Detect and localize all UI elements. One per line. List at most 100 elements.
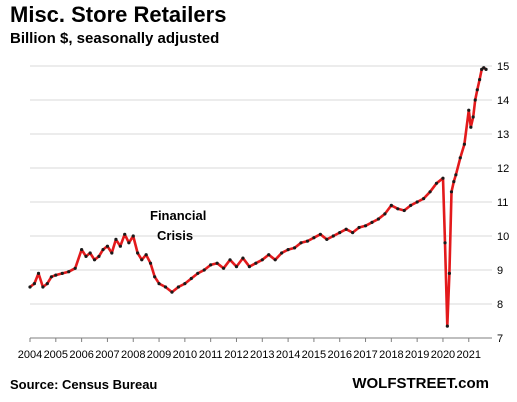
data-point [105,244,110,248]
data-point [305,239,310,243]
data-point [449,190,454,194]
annotation-line-2: Crisis [157,228,193,243]
x-tick-label: 2017 [353,349,377,361]
data-point [471,115,475,119]
x-tick-label: 2008 [121,349,145,361]
data-point [478,78,482,82]
data-point [88,251,92,255]
x-tick-label: 2020 [431,349,455,361]
data-point [209,263,213,267]
data-point [131,234,135,238]
data-point [318,232,322,236]
x-tick-label: 2018 [379,349,403,361]
data-point [484,67,488,71]
data-point [110,251,114,255]
data-point [299,241,303,245]
series-group [28,66,488,328]
data-point [280,251,284,255]
data-point [338,231,342,235]
data-point [32,282,36,286]
data-point [136,251,140,255]
data-point [101,248,105,252]
data-point [127,241,131,245]
y-tick-label: 12 [497,163,509,175]
data-point [415,200,419,204]
data-point [273,258,277,262]
data-point [41,285,45,289]
x-tick-label: 2009 [147,349,171,361]
data-point [221,266,226,270]
data-point [228,258,232,262]
source-note: Source: Census Bureau [10,377,158,392]
data-point [73,266,77,270]
x-tick-label: 2021 [457,349,481,361]
y-tick-label: 11 [497,197,508,209]
chart-title: Misc. Store Retailers [10,2,227,27]
data-point [312,236,316,240]
y-tick-label: 14 [497,95,509,107]
data-point [54,273,58,277]
data-point [176,285,181,289]
x-tick-label: 2010 [173,349,197,361]
data-point [163,285,168,289]
data-point [383,212,387,216]
data-point [234,265,239,269]
data-point [196,271,200,275]
annotation-line-1: Financial [150,208,206,223]
data-point [363,224,368,228]
data-point [260,258,264,262]
y-tick-label: 9 [497,265,503,277]
data-point [148,261,153,265]
data-point [254,261,258,265]
data-point [473,98,477,102]
data-point [452,180,456,184]
data-point [458,156,462,160]
data-point [454,173,458,177]
data-point [441,176,445,180]
data-point [215,261,219,265]
data-point [434,181,439,185]
x-tick-label: 2007 [95,349,119,361]
data-point [267,253,271,257]
x-tick-label: 2014 [276,349,300,361]
data-point [409,203,413,207]
data-point [189,276,193,281]
gridlines [30,65,492,339]
data-point [370,220,374,224]
brand-label: WOLFSTREET.com [352,375,489,392]
x-tick-label: 2015 [302,349,326,361]
x-tick-label: 2004 [18,349,42,361]
data-point [475,88,479,92]
x-tick-label: 2005 [44,349,68,361]
data-point [462,142,466,146]
data-point [247,265,251,269]
data-point [445,324,449,328]
data-point [92,258,97,262]
data-point [153,275,157,279]
x-tick-label: 2012 [224,349,248,361]
x-tick-label: 2011 [199,349,223,361]
data-point [422,197,426,201]
data-point [376,217,381,221]
data-point [428,190,432,194]
x-tick-label: 2013 [250,349,274,361]
data-point [123,232,127,236]
data-point [118,244,122,248]
y-tick-label: 13 [497,129,509,141]
data-point [36,271,41,275]
data-point [84,254,88,258]
x-tick-label: 2016 [327,349,351,361]
data-point [202,268,206,272]
data-point [292,246,297,250]
x-tick-label: 2019 [405,349,429,361]
x-tick-label: 2006 [69,349,93,361]
data-point [402,208,406,213]
data-point [49,275,54,279]
data-point [389,203,393,207]
data-point [67,270,71,274]
data-point [447,271,452,275]
data-point [331,234,335,238]
y-tick-label: 15 [497,61,509,73]
chart-subtitle: Billion $, seasonally adjusted [10,30,220,47]
